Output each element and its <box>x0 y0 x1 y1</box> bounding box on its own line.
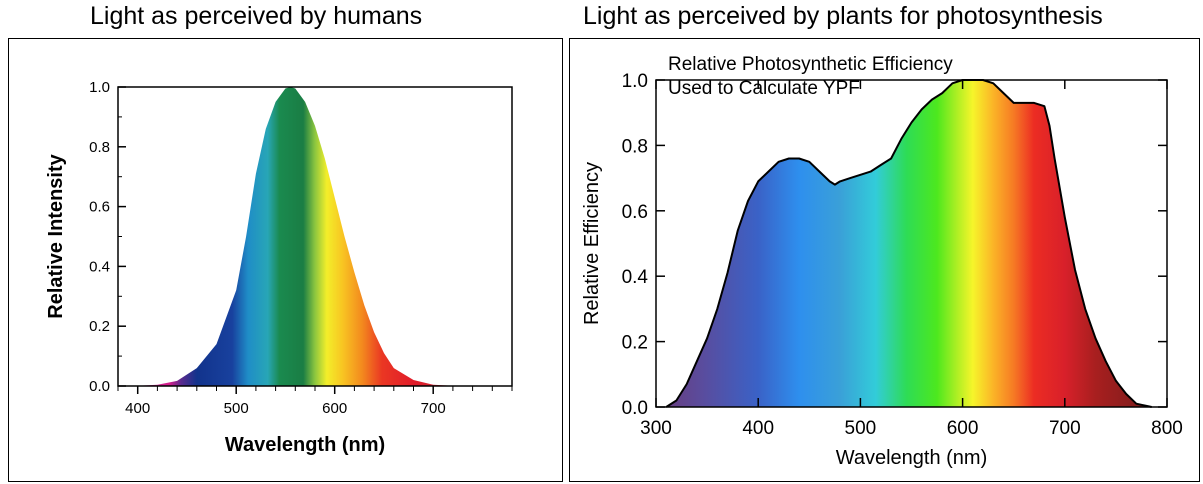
left-chart: 0.0 0.2 0.4 0.6 0.8 1.0 400 500 600 700 Wavelength… <box>45 79 513 456</box>
right-annotation-line: Relative Photosynthetic Efficiency <box>668 54 953 75</box>
left-xtick-label: 500 <box>224 400 249 417</box>
left-chart-frame <box>8 38 563 482</box>
human-sensitivity-area <box>118 87 512 386</box>
right-xtick-label: 400 <box>742 418 774 439</box>
right-xtick-label: 700 <box>1049 418 1081 439</box>
left-y-axis-label: Relative Intensity <box>45 153 67 318</box>
left-x-axis-label: Wavelength (nm) <box>225 434 385 456</box>
right-ytick-label: 0.8 <box>622 136 648 157</box>
left-ytick-label: 0.0 <box>89 378 110 395</box>
right-xtick-label: 800 <box>1151 418 1183 439</box>
right-ytick-label: 0.2 <box>622 333 648 354</box>
right-xtick-label: 500 <box>845 418 877 439</box>
right-ytick-label: 0.6 <box>622 202 648 223</box>
left-ytick-label: 0.8 <box>89 139 110 156</box>
right-xtick-label: 300 <box>640 418 672 439</box>
right-x-axis-label: Wavelength (nm) <box>836 447 988 469</box>
left-ytick-label: 0.6 <box>89 199 110 216</box>
right-chart-frame <box>569 38 1200 482</box>
right-ytick-label: 0.4 <box>622 267 649 288</box>
right-annotation-line: Used to Calculate YPF <box>668 78 860 99</box>
left-ytick-label: 0.2 <box>89 318 110 335</box>
left-chart-title: Light as perceived by humans <box>90 2 423 30</box>
left-ytick-label: 0.4 <box>89 258 110 275</box>
right-xtick-label: 600 <box>947 418 979 439</box>
right-plot-box <box>655 79 1168 408</box>
right-chart-title: Light as perceived by plants for photosy… <box>583 2 1103 30</box>
right-y-axis-label: Relative Efficiency <box>581 162 603 325</box>
left-xtick-label: 700 <box>421 400 446 417</box>
photosynthetic-efficiency-line <box>665 79 1152 408</box>
right-ytick-label: 0.0 <box>622 398 648 419</box>
photosynthetic-efficiency-area <box>666 80 1152 407</box>
left-xtick-label: 400 <box>125 400 150 417</box>
right-chart: 0.0 0.2 0.4 0.6 0.8 1.0 300 400 500 600 700 800 Wave… <box>581 54 1183 469</box>
left-xtick-label: 600 <box>322 400 347 417</box>
left-ytick-label: 1.0 <box>89 79 110 96</box>
right-ytick-label: 1.0 <box>622 71 648 92</box>
